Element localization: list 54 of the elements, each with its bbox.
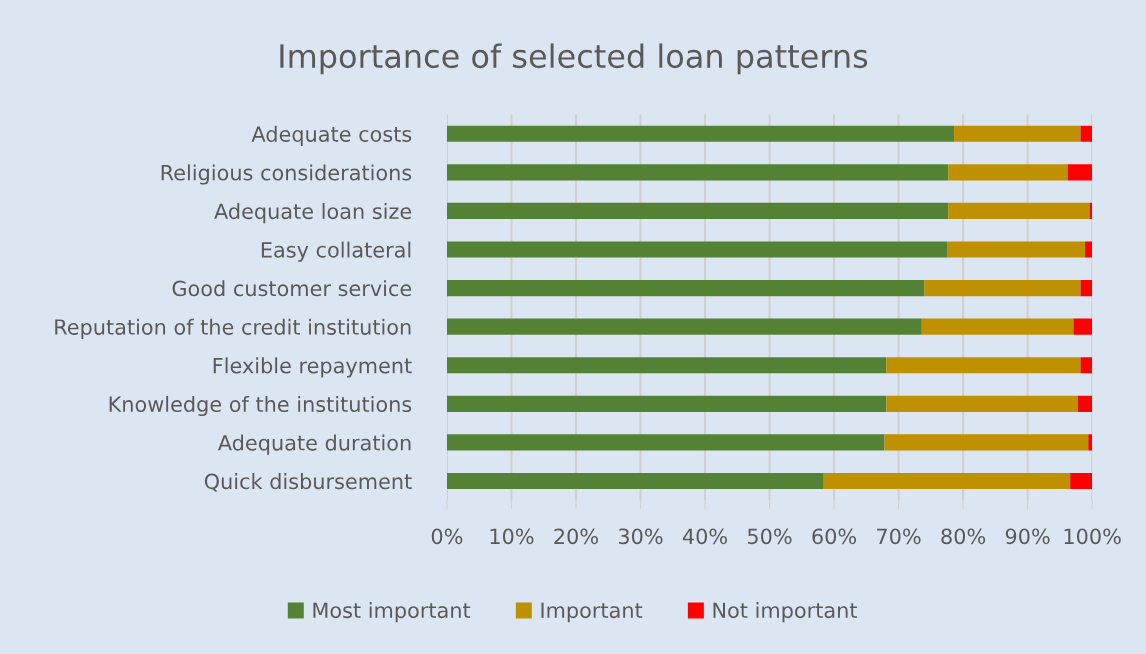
bar [446, 395, 887, 412]
bar [1070, 472, 1093, 490]
x-tick-label: 50% [747, 528, 792, 545]
x-tick-label: 20% [554, 528, 598, 545]
bar [446, 434, 885, 451]
x-tick-label: 70% [877, 528, 921, 545]
bar [446, 318, 922, 335]
bar [948, 164, 1068, 181]
y-tick-label: Reputation of the credit institution [55, 318, 411, 339]
x-tick-label: 60% [812, 528, 857, 545]
bar [948, 202, 1090, 220]
bar [1085, 241, 1093, 258]
chart-title: Importance of selected loan patterns [280, 43, 868, 75]
bar [446, 241, 947, 258]
bar [954, 125, 1081, 142]
x-tick-label: 80% [941, 528, 986, 545]
bar [1073, 318, 1093, 335]
bar [886, 357, 1081, 374]
legend-label: Important [541, 602, 643, 623]
y-tick-label: Adequate costs [251, 125, 412, 146]
bar [446, 279, 925, 297]
bar [924, 279, 1081, 297]
legend-label: Most important [313, 602, 471, 623]
y-tick-label: Good customer service [172, 280, 412, 297]
bar [1067, 164, 1093, 181]
bar [1080, 357, 1093, 374]
x-tick-label: 90% [1005, 528, 1050, 545]
y-tick-label: Flexible repayment [213, 357, 412, 378]
bar [1088, 434, 1093, 451]
y-tick-label: Religious considerations [161, 164, 412, 185]
bar [946, 241, 1086, 258]
bar [446, 125, 955, 142]
y-tick-label: Easy collateral [261, 241, 411, 262]
bar [921, 318, 1074, 335]
bar [446, 164, 949, 181]
y-tick-label: Adequate loan size [214, 203, 412, 224]
x-tick-label: 40% [682, 528, 728, 545]
bar [823, 472, 1071, 490]
bar [884, 434, 1089, 451]
bar [1080, 279, 1093, 297]
legend-label: Not important [713, 602, 858, 623]
bar [446, 472, 824, 490]
x-tick-label: 30% [618, 528, 663, 545]
y-tick-label: Adequate duration [217, 434, 411, 455]
y-tick-label: Knowledge of the institutions [109, 395, 412, 417]
bar [446, 357, 887, 374]
bar [1080, 125, 1093, 142]
y-tick-label: Quick disbursement [204, 473, 412, 492]
bar [886, 395, 1078, 412]
x-tick-label: 0% [431, 528, 463, 545]
x-tick-label: 10% [490, 528, 534, 545]
bar [1077, 395, 1093, 412]
bar [446, 202, 949, 220]
x-tick-label: 100% [1064, 528, 1121, 545]
